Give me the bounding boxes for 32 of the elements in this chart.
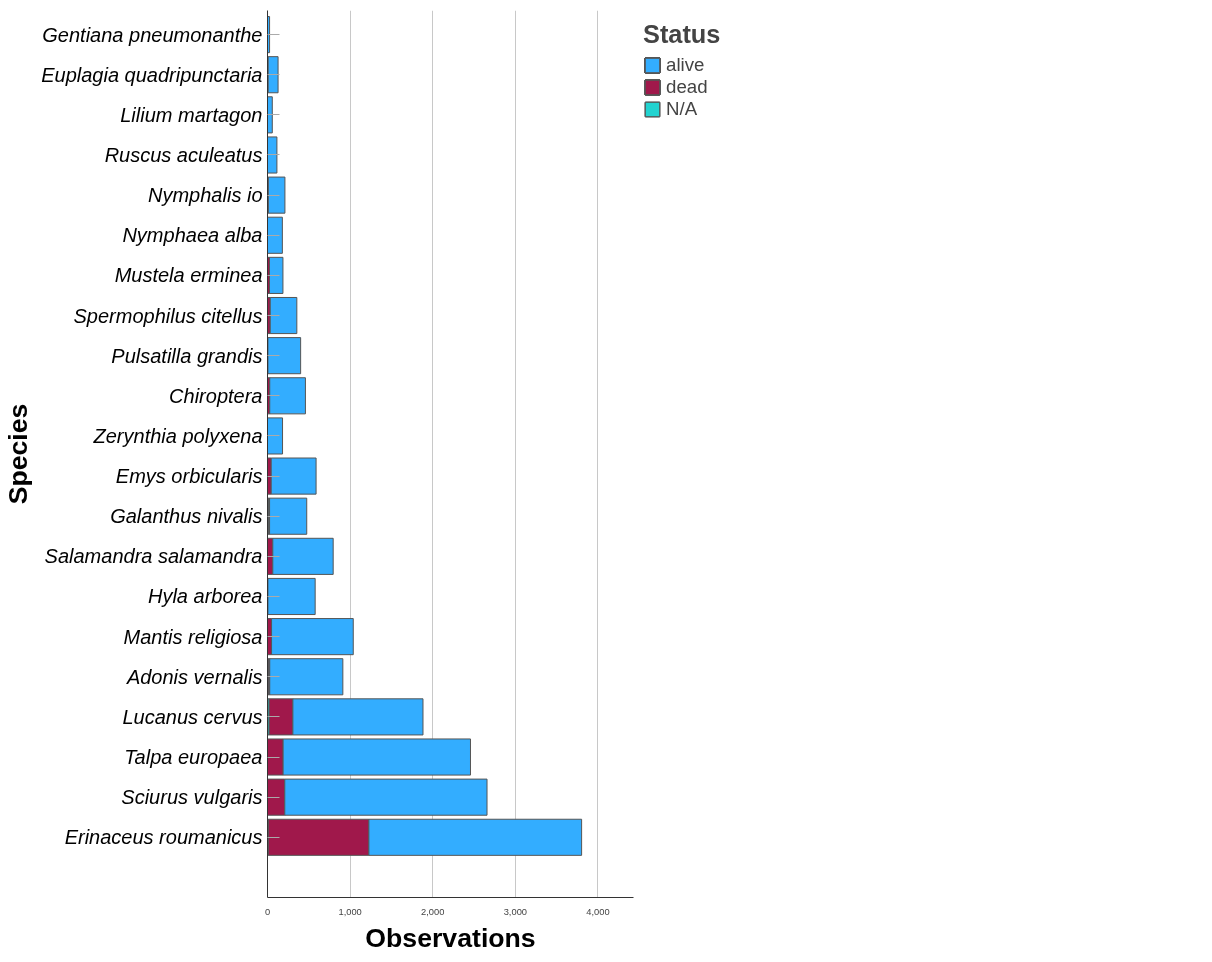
y-tick-label: Ruscus aculeatus	[104, 143, 263, 166]
y-tick-label: Lucanus cervus	[122, 705, 263, 728]
y-tick-label: Salamandra salamandra	[44, 545, 263, 568]
y-tick-label: Pulsatilla grandis	[111, 344, 263, 367]
y-tick-label: Nymphalis io	[148, 184, 263, 207]
y-tick-label: Galanthus nivalis	[110, 505, 263, 528]
y-tick-label: Mustela erminea	[114, 264, 263, 287]
x-tick-label: 4,000	[586, 906, 610, 917]
y-tick-label: Emys orbicularis	[115, 465, 263, 488]
y-tick-label: Adonis vernalis	[125, 665, 263, 688]
x-tick-label: 0	[264, 906, 271, 917]
y-tick-label: Chiroptera	[169, 384, 263, 407]
y-tick-label: Talpa europaea	[124, 746, 263, 769]
y-tick-label: Euplagia quadripunctaria	[41, 63, 263, 86]
y-tick-label: Zerynthia polyxena	[92, 424, 263, 447]
x-tick-label: 1,000	[338, 906, 362, 917]
y-tick-label: Gentiana pneumonanthe	[42, 23, 263, 46]
y-tick-label: Erinaceus roumanicus	[64, 826, 263, 849]
legend-label: alive	[666, 54, 705, 76]
y-axis-title: Species	[3, 403, 34, 505]
y-tick-label: Spermophilus citellus	[73, 304, 263, 327]
y-tick-label: Hyla arborea	[148, 585, 263, 608]
y-tick-label: Sciurus vulgaris	[121, 786, 263, 809]
y-tick-label: Lilium martagon	[120, 103, 263, 126]
x-axis-title: Observations	[365, 922, 536, 953]
x-tick-label: 2,000	[421, 906, 445, 917]
legend-title: Status	[643, 20, 721, 49]
y-tick-label: Mantis religiosa	[123, 625, 263, 648]
y-tick-label: Nymphaea alba	[122, 224, 263, 247]
legend-label: dead	[666, 76, 708, 98]
legend-label: N/A	[666, 98, 698, 120]
x-tick-label: 3,000	[503, 906, 528, 917]
